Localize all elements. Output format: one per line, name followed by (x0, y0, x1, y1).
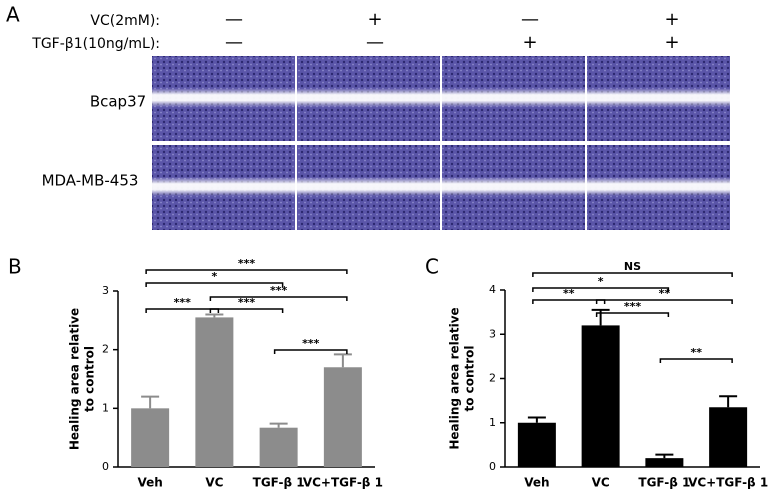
bar (709, 407, 748, 467)
significance-label: NS (624, 260, 641, 273)
y-tick-label: 0 (489, 460, 496, 473)
condition-sign: — (225, 32, 243, 53)
significance-label: *** (174, 296, 192, 309)
wound-gap (587, 177, 730, 196)
y-tick-label: 3 (102, 284, 109, 297)
bar (131, 408, 170, 467)
panel-label: C (425, 255, 439, 279)
wound-gap (297, 88, 440, 107)
condition-sign: + (664, 9, 679, 30)
condition-sign: — (366, 32, 384, 53)
significance-bracket (532, 299, 606, 304)
x-tick-label: TGF-β 1 (253, 476, 305, 490)
y-tick-label: 3 (489, 327, 496, 340)
significance-label: ** (690, 346, 702, 359)
y-tick-label: 4 (489, 283, 496, 296)
significance-bracket (595, 312, 670, 317)
condition-label: TGF-β1(10ng/mL): (31, 36, 160, 52)
condition-sign: — (521, 9, 539, 30)
significance-label: * (598, 275, 604, 288)
panel-label: B (8, 255, 22, 279)
significance-bracket (209, 296, 348, 301)
wound-gap (152, 88, 295, 107)
wound-gap (587, 88, 730, 107)
significance-bracket (595, 299, 733, 304)
y-axis-label: to control (463, 345, 477, 411)
condition-label: VC(2mM): (90, 13, 160, 29)
y-tick-label: 0 (102, 460, 109, 473)
significance-bracket (532, 287, 670, 292)
significance-bracket (532, 272, 733, 277)
significance-bracket (145, 282, 284, 287)
wound-gap (442, 88, 585, 107)
x-tick-label: VC+TGF-β 1 (303, 476, 383, 490)
wound-gap (152, 177, 295, 196)
significance-label: *** (270, 284, 288, 297)
condition-sign: + (664, 32, 679, 53)
panel-label: A (6, 3, 20, 27)
y-axis-label: to control (83, 346, 97, 412)
significance-label: *** (238, 296, 256, 309)
condition-sign: + (522, 32, 537, 53)
significance-label: *** (302, 337, 320, 350)
x-tick-label: VC (205, 476, 223, 490)
bar (323, 367, 362, 467)
significance-label: *** (624, 300, 642, 313)
y-tick-label: 1 (489, 416, 496, 429)
bar (195, 317, 234, 467)
row-label: MDA-MB-453 (42, 172, 139, 190)
bar (259, 427, 298, 467)
x-tick-label: Veh (137, 476, 162, 490)
y-axis-label: Healing area relative (68, 308, 82, 450)
condition-sign: — (225, 9, 243, 30)
x-tick-label: VC (592, 476, 610, 490)
x-tick-label: VC+TGF-β 1 (688, 476, 768, 490)
bar (581, 325, 620, 467)
significance-bracket (659, 358, 733, 363)
significance-bracket (209, 308, 284, 313)
x-tick-label: Veh (524, 476, 549, 490)
significance-label: ** (659, 287, 671, 300)
bar (645, 458, 684, 467)
significance-bracket (145, 269, 348, 274)
x-tick-label: TGF-β 1 (638, 476, 690, 490)
y-axis-label: Healing area relative (448, 307, 462, 449)
significance-bracket (145, 308, 220, 313)
row-label: Bcap37 (90, 93, 146, 111)
wound-gap (442, 177, 585, 196)
significance-bracket (273, 349, 348, 354)
y-tick-label: 2 (102, 343, 109, 356)
bar (517, 422, 556, 467)
significance-label: ** (563, 287, 575, 300)
condition-sign: + (367, 9, 382, 30)
significance-label: * (211, 270, 217, 283)
y-tick-label: 2 (489, 372, 496, 385)
significance-label: *** (238, 257, 256, 270)
wound-gap (297, 177, 440, 196)
y-tick-label: 1 (102, 401, 109, 414)
